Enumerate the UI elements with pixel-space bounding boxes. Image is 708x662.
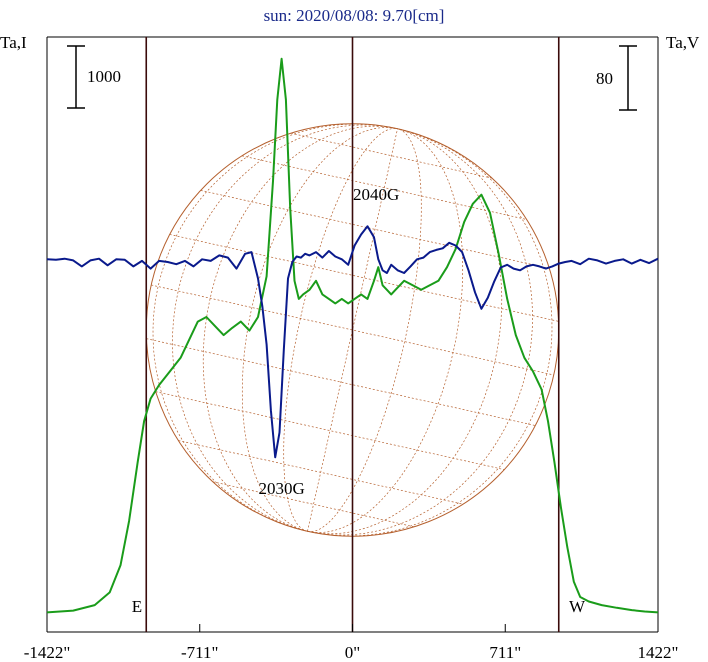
x-tick-label: 0" [345,643,360,662]
latitude-line [290,132,493,179]
latitude-line [151,284,554,376]
longitude-line [152,123,398,532]
x-tick-label: 1422" [638,643,679,662]
x-axis-ticks: -1422" -711" 0" 711" 1422" [24,624,679,662]
latitude-line [155,391,505,470]
right-scale-bar-label: 80 [596,69,613,88]
longitude-line [241,127,398,532]
left-axis-label: Ta,I [0,33,27,52]
series-group [46,57,659,614]
right-axis-label: Ta,V [666,33,700,52]
longitude-line [307,128,503,535]
longitude-line [202,125,398,532]
longitude-line [307,128,553,537]
right-scale-bar [619,45,637,111]
x-tick-label: -1422" [24,643,71,662]
left-scale-bar-label: 1000 [87,67,121,86]
latitude-line [242,155,527,220]
latitude-line [200,190,550,269]
latitude-line [169,234,559,322]
chart-title: sun: 2020/08/08: 9.70[cm] [264,6,445,25]
longitude-line [307,128,533,536]
latitude-line [212,481,415,528]
polarization-line [46,225,659,459]
left-scale-bar [67,45,85,109]
annotation-2040g: 2040G [353,185,399,204]
annotation-2030g: 2030G [258,479,304,498]
east-limb-label: E [132,597,142,616]
x-tick-label: -711" [181,643,218,662]
intensity-line [46,57,659,614]
x-tick-label: 711" [489,643,521,662]
west-limb-label: W [569,597,586,616]
longitude-line [307,128,398,532]
latitude-line [178,440,463,505]
limb-and-center-lines [145,37,560,632]
